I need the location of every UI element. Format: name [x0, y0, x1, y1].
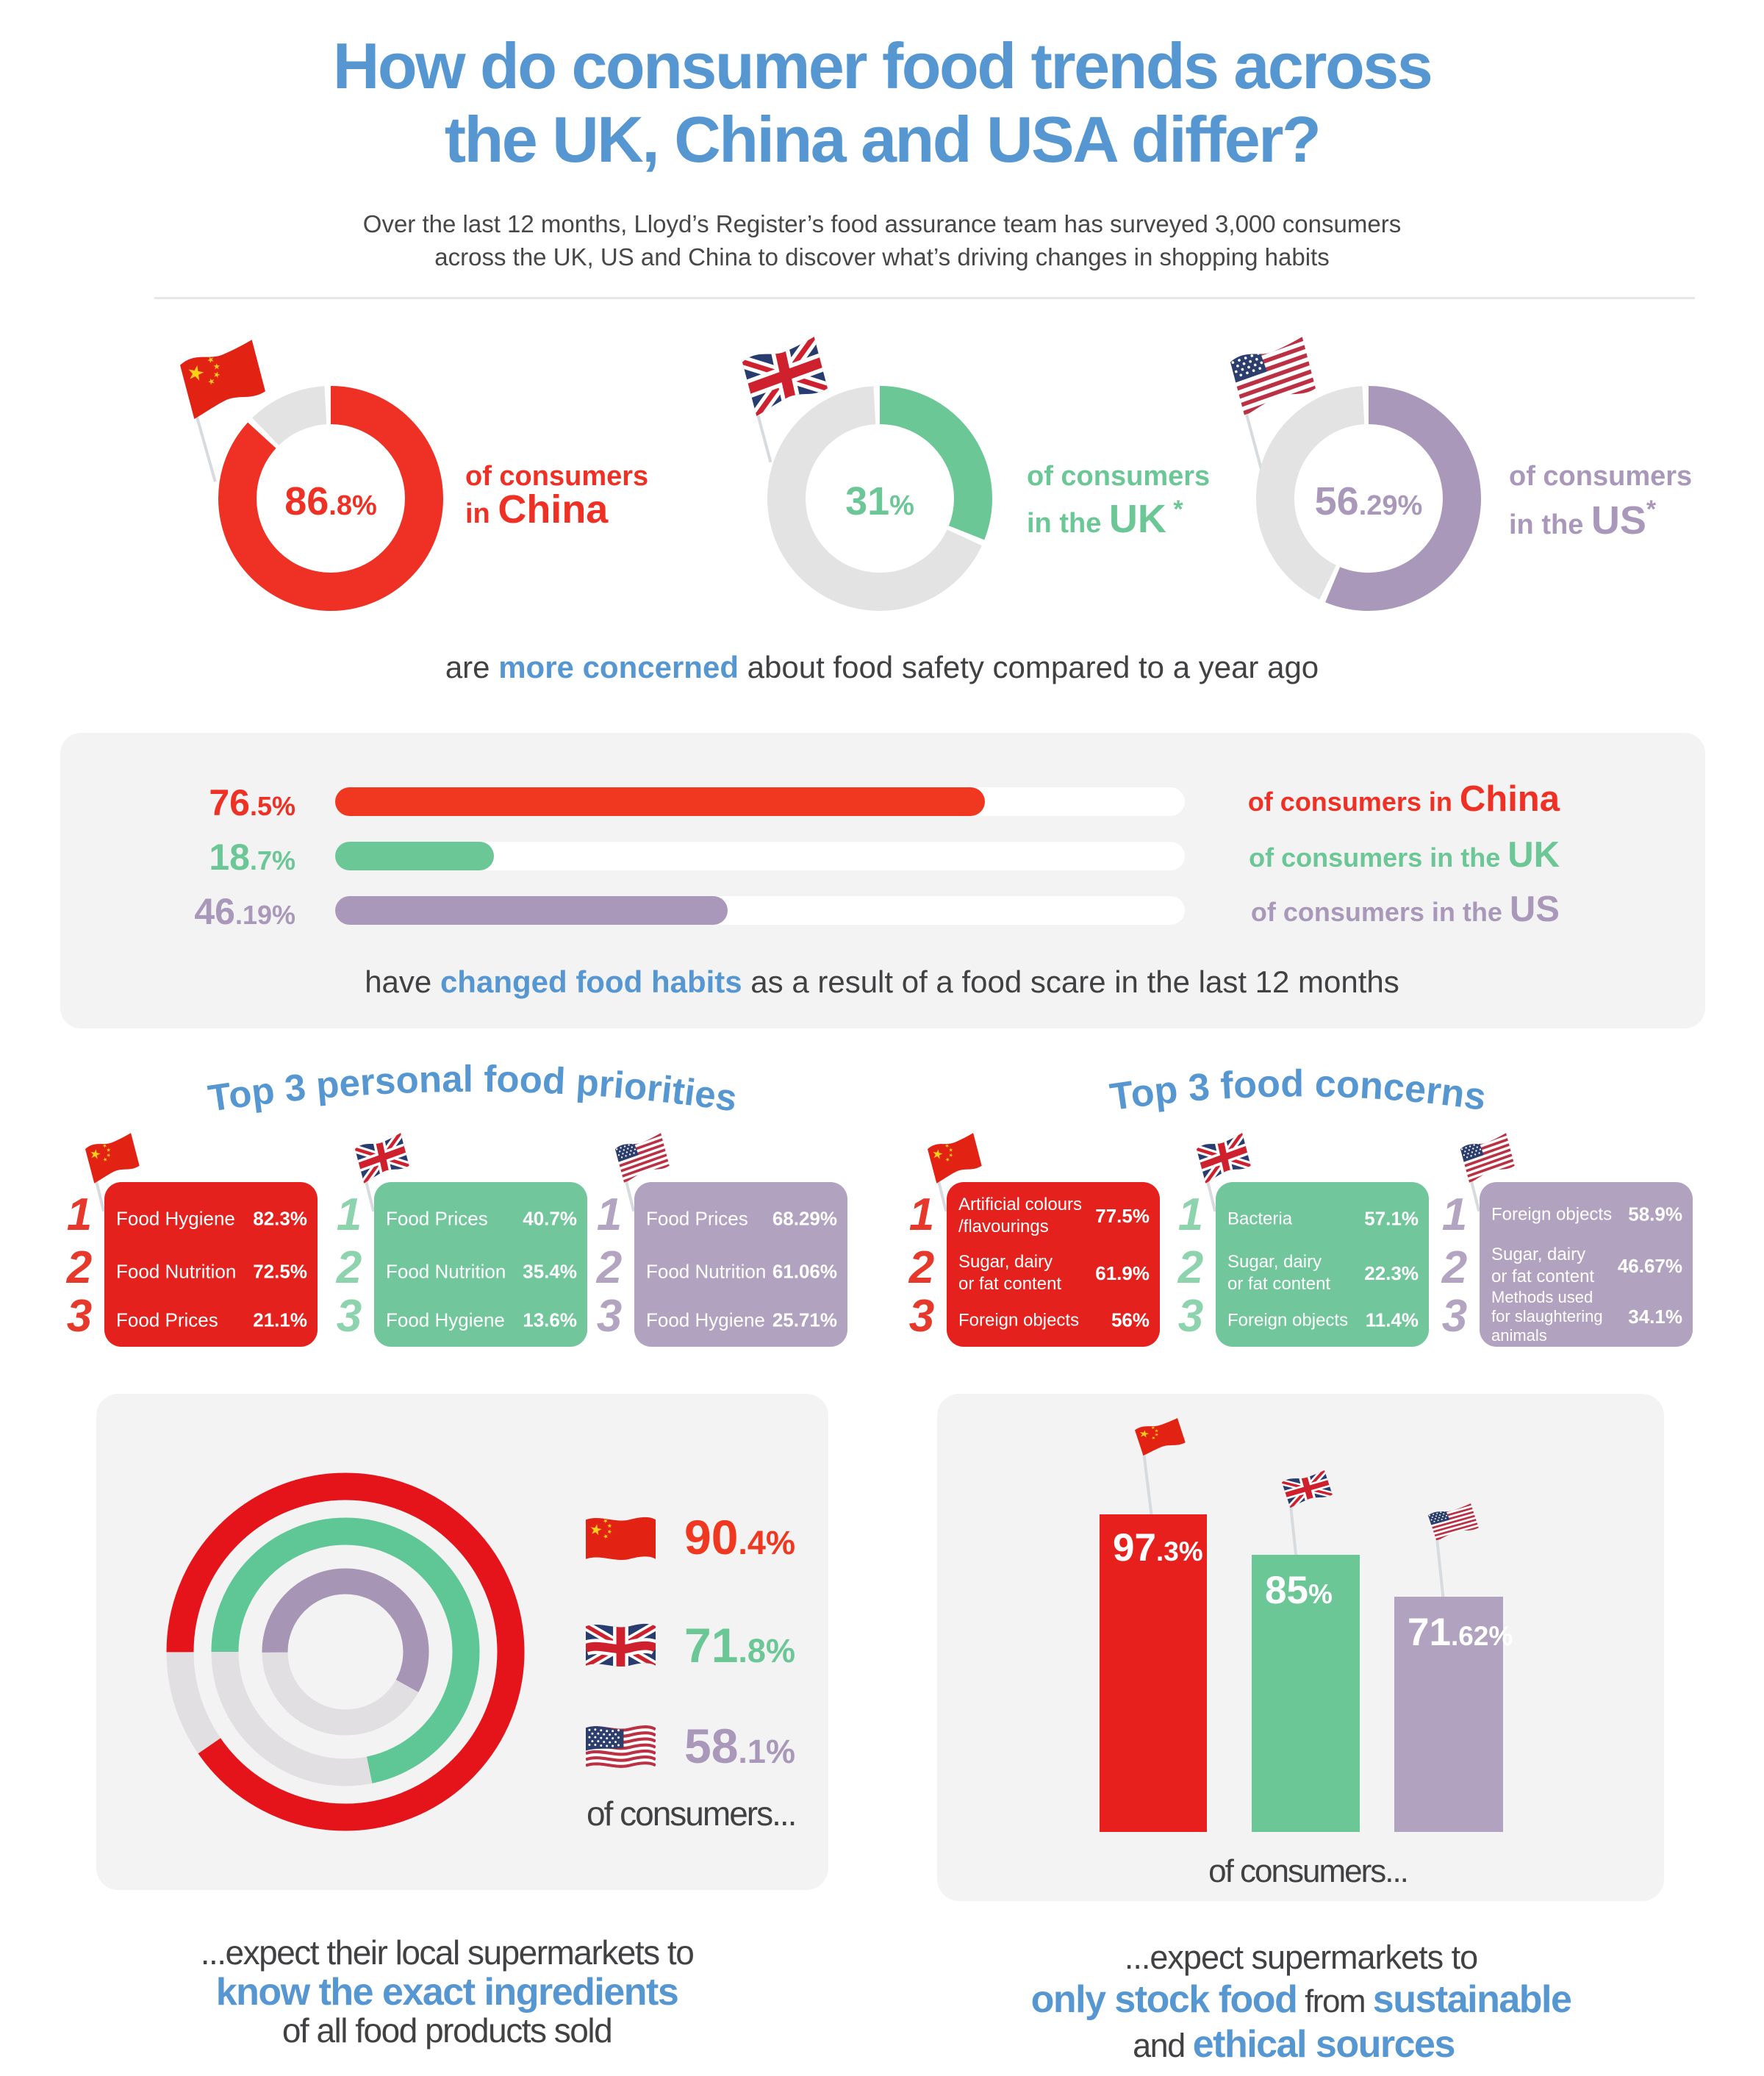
svg-text:Top 3 personal food priorities: Top 3 personal food priorities — [206, 1058, 740, 1120]
svg-text:Top 3 food concerns: Top 3 food concerns — [1108, 1062, 1489, 1119]
